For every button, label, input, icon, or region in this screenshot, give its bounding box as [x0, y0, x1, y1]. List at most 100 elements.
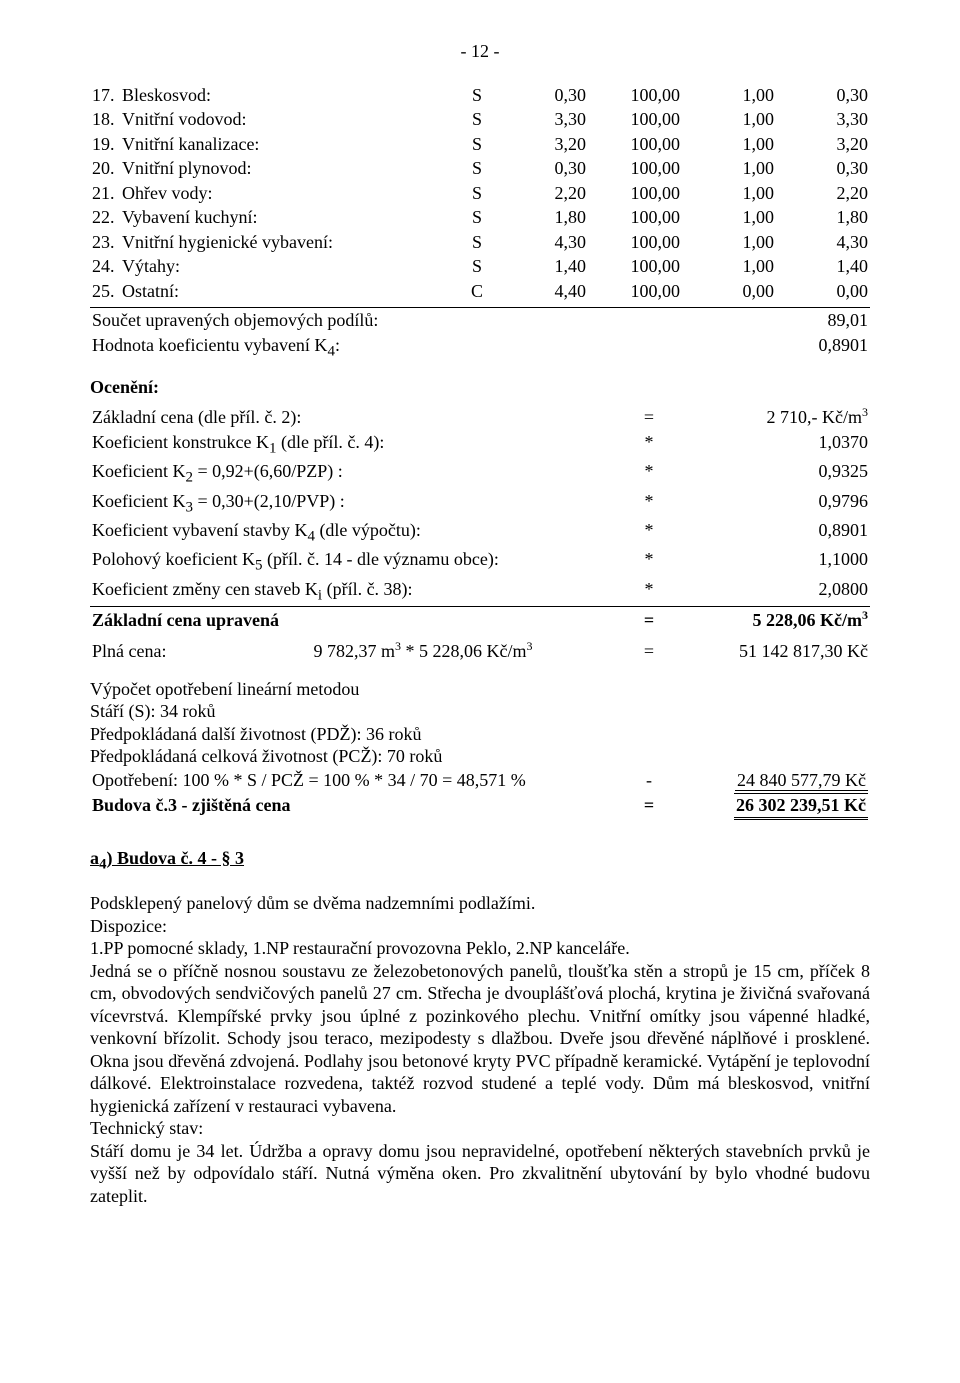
calc-r: 1,1000: [666, 547, 870, 576]
row-num: 19.: [90, 132, 120, 157]
a4-title: a4) Budova č. 4 - § 3: [90, 847, 870, 874]
table-row: 21.Ohřev vody:S2,20100,001,002,20: [90, 181, 870, 206]
zcu-label: Základní cena upravená: [90, 606, 632, 632]
sum2-label: Hodnota koeficientu vybavení K4:: [90, 333, 632, 362]
row-class: S: [460, 132, 494, 157]
sum-table: Součet upravených objemových podílů: 89,…: [90, 307, 870, 362]
row-num: 22.: [90, 205, 120, 230]
row-v2: 100,00: [588, 83, 682, 108]
row-v3: 1,00: [682, 156, 776, 181]
row-label: Vnitřní hygienické vybavení:: [120, 230, 460, 255]
calc-r: 0,9796: [666, 489, 870, 518]
row-v3: 1,00: [682, 83, 776, 108]
row-num: 25.: [90, 279, 120, 304]
calc-r: 1,0370: [666, 430, 870, 459]
calc-row: Koeficient vybavení stavby K4 (dle výpoč…: [90, 518, 870, 547]
para1: Podsklepený panelový dům se dvěma nadzem…: [90, 892, 870, 915]
final-l: Budova č.3 - zjištěná cena: [90, 792, 632, 821]
opot-line: Předpokládaná celková životnost (PCŽ): 7…: [90, 745, 870, 768]
plna-label: Plná cena:: [90, 638, 214, 664]
calc-m: =: [632, 404, 666, 430]
row-v3: 1,00: [682, 107, 776, 132]
calc-row: Koeficient konstrukce K1 (dle příl. č. 4…: [90, 430, 870, 459]
row-v2: 100,00: [588, 156, 682, 181]
row-v2: 100,00: [588, 107, 682, 132]
row-v1: 3,30: [494, 107, 588, 132]
calc-m: *: [632, 430, 666, 459]
disp-label: Dispozice:: [90, 915, 870, 938]
items-table: 17.Bleskosvod:S0,30100,001,000,3018.Vnit…: [90, 83, 870, 304]
oceneni-title: Ocenění:: [90, 376, 870, 399]
calc-m: *: [632, 459, 666, 488]
calc-l: Koeficient konstrukce K1 (dle příl. č. 4…: [90, 430, 632, 459]
table-row: 24.Výtahy:S1,40100,001,001,40: [90, 254, 870, 279]
calc-r: 2,0800: [666, 577, 870, 607]
row-v4: 3,20: [776, 132, 870, 157]
opot-title: Výpočet opotřebení lineární metodou: [90, 678, 870, 701]
row-v2: 100,00: [588, 205, 682, 230]
tech-label: Technický stav:: [90, 1117, 870, 1140]
row-label: Vybavení kuchyní:: [120, 205, 460, 230]
calc-row: Polohový koeficient K5 (příl. č. 14 - dl…: [90, 547, 870, 576]
row-class: S: [460, 83, 494, 108]
row-v2: 100,00: [588, 132, 682, 157]
opot-line: Stáří (S): 34 roků: [90, 700, 870, 723]
row-v4: 0,30: [776, 156, 870, 181]
calc-l: Základní cena (dle příl. č. 2):: [90, 404, 632, 430]
row-v3: 0,00: [682, 279, 776, 304]
row-v1: 1,80: [494, 205, 588, 230]
row-v2: 100,00: [588, 230, 682, 255]
calc-r: 0,9325: [666, 459, 870, 488]
tech-text: Stáří domu je 34 let. Údržba a opravy do…: [90, 1140, 870, 1208]
calc-m: *: [632, 489, 666, 518]
calc-l: Koeficient K2 = 0,92+(6,60/PZP) :: [90, 459, 632, 488]
calc-table: Základní cena (dle příl. č. 2):=2 710,- …: [90, 404, 870, 632]
row-v1: 0,30: [494, 83, 588, 108]
opot-calc-r: 24 840 577,79 Kč: [666, 768, 870, 793]
para-long: Jedná se o příčně nosnou soustavu ze žel…: [90, 960, 870, 1118]
row-label: Vnitřní plynovod:: [120, 156, 460, 181]
row-v3: 1,00: [682, 254, 776, 279]
plna-mid: 9 782,37 m3 * 5 228,06 Kč/m3: [214, 638, 632, 664]
row-v2: 100,00: [588, 254, 682, 279]
row-class: S: [460, 107, 494, 132]
row-v4: 1,80: [776, 205, 870, 230]
row-label: Vnitřní vodovod:: [120, 107, 460, 132]
page-number: - 12 -: [90, 40, 870, 63]
zcu-eq: =: [632, 606, 666, 632]
calc-row: Koeficient K2 = 0,92+(6,60/PZP) :*0,9325: [90, 459, 870, 488]
row-v1: 4,30: [494, 230, 588, 255]
calc-r: 0,8901: [666, 518, 870, 547]
calc-m: *: [632, 547, 666, 576]
row-v1: 0,30: [494, 156, 588, 181]
row-label: Ohřev vody:: [120, 181, 460, 206]
table-row: 22.Vybavení kuchyní:S1,80100,001,001,80: [90, 205, 870, 230]
calc-r: 2 710,- Kč/m3: [666, 404, 870, 430]
row-v2: 100,00: [588, 181, 682, 206]
calc-row: Koeficient změny cen staveb Ki (příl. č.…: [90, 577, 870, 607]
calc-l: Polohový koeficient K5 (příl. č. 14 - dl…: [90, 547, 632, 576]
final-r: 26 302 239,51 Kč: [666, 792, 870, 821]
sum1-label: Součet upravených objemových podílů:: [90, 308, 632, 333]
row-label: Bleskosvod:: [120, 83, 460, 108]
table-row: 25.Ostatní:C4,40100,000,000,00: [90, 279, 870, 304]
row-class: S: [460, 230, 494, 255]
row-num: 18.: [90, 107, 120, 132]
opot-calc-m: -: [632, 768, 666, 793]
opot-calc: Opotřebení: 100 % * S / PCŽ = 100 % * 34…: [90, 768, 870, 821]
row-v4: 4,30: [776, 230, 870, 255]
row-v2: 100,00: [588, 279, 682, 304]
row-label: Výtahy:: [120, 254, 460, 279]
row-v4: 0,00: [776, 279, 870, 304]
row-v1: 2,20: [494, 181, 588, 206]
row-num: 23.: [90, 230, 120, 255]
row-v3: 1,00: [682, 132, 776, 157]
row-label: Ostatní:: [120, 279, 460, 304]
plna-row: Plná cena: 9 782,37 m3 * 5 228,06 Kč/m3 …: [90, 638, 870, 664]
opot-calc-l: Opotřebení: 100 % * S / PCŽ = 100 % * 34…: [90, 768, 632, 793]
opot-line: Předpokládaná další životnost (PDŽ): 36 …: [90, 723, 870, 746]
row-v3: 1,00: [682, 205, 776, 230]
calc-m: *: [632, 577, 666, 607]
plna-value: 51 142 817,30 Kč: [666, 638, 870, 664]
row-num: 21.: [90, 181, 120, 206]
